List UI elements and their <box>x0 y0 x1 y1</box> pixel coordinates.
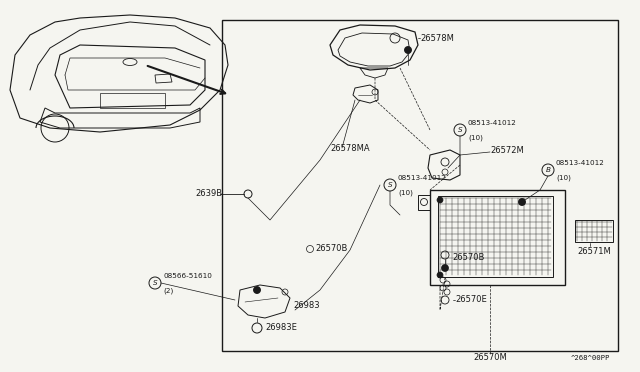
Text: 2639B: 2639B <box>195 189 222 198</box>
Text: S: S <box>388 182 392 188</box>
Text: 26570M: 26570M <box>473 353 507 362</box>
Text: 08566-51610: 08566-51610 <box>163 273 212 279</box>
Text: 08513-41012: 08513-41012 <box>468 120 517 126</box>
Text: 26571M: 26571M <box>577 247 611 256</box>
Text: 26570B: 26570B <box>452 253 484 263</box>
Bar <box>438 196 553 277</box>
Text: B: B <box>545 167 550 173</box>
Text: 26983E: 26983E <box>265 324 297 333</box>
Bar <box>575 220 613 242</box>
Text: 26572M: 26572M <box>490 145 524 154</box>
Text: (10): (10) <box>556 174 571 180</box>
Text: 08513-41012: 08513-41012 <box>398 175 447 181</box>
Text: 08513-41012: 08513-41012 <box>556 160 605 166</box>
Text: 26570E: 26570E <box>455 295 487 305</box>
Text: ^268^00PP: ^268^00PP <box>571 355 610 361</box>
Circle shape <box>442 264 449 272</box>
Circle shape <box>404 46 412 54</box>
Text: 26578MA: 26578MA <box>330 144 370 153</box>
Text: (10): (10) <box>398 189 413 196</box>
Text: S: S <box>458 127 462 133</box>
Text: 26570B: 26570B <box>315 244 348 253</box>
Circle shape <box>437 272 443 278</box>
Text: 26578M: 26578M <box>420 33 454 42</box>
Bar <box>222 20 618 351</box>
Text: (2): (2) <box>163 287 173 294</box>
Circle shape <box>253 286 260 294</box>
Text: S: S <box>153 280 157 286</box>
Circle shape <box>437 197 443 203</box>
Circle shape <box>518 199 525 205</box>
Text: 26983: 26983 <box>293 301 319 310</box>
Bar <box>430 190 565 285</box>
Text: (10): (10) <box>468 134 483 141</box>
